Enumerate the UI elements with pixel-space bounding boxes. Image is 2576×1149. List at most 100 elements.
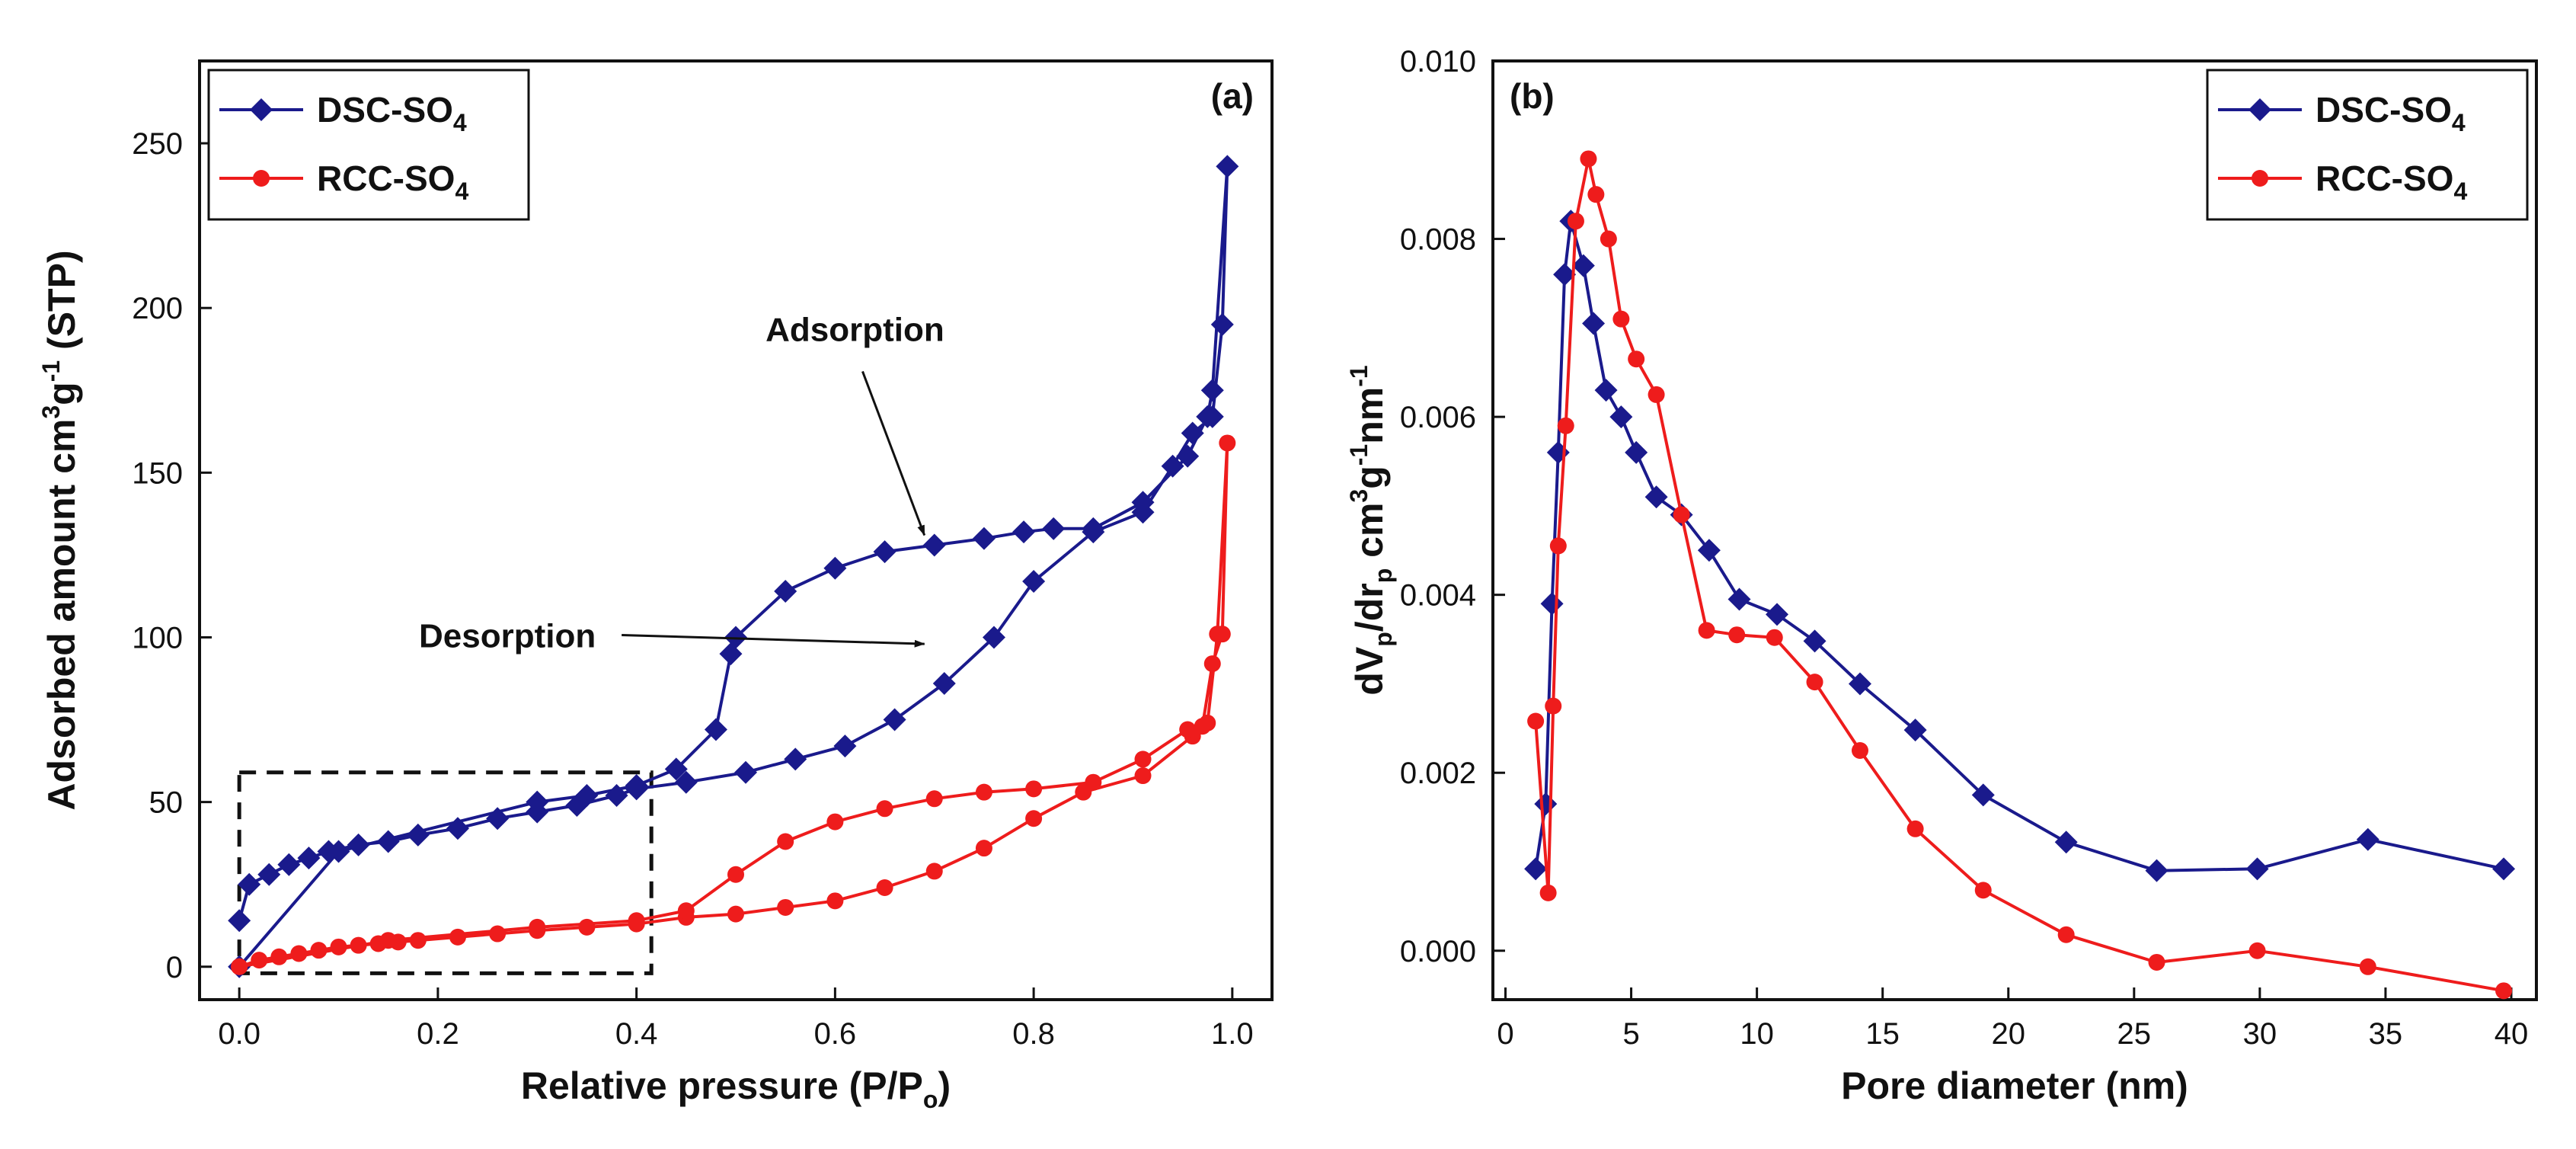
data-point [1803,629,1827,653]
panel-label-b: (b) [1510,76,1555,116]
data-point [2495,982,2513,1000]
data-point [1806,674,1823,691]
series-b-0 [1524,210,2516,882]
data-point [823,556,847,580]
data-point [297,847,321,870]
data-point [1698,622,1715,639]
data-point [1557,417,1574,434]
data-point [1546,440,1570,464]
data-point [1766,603,1789,626]
x-tick-label: 25 [2117,1017,2152,1051]
data-point [677,902,695,920]
data-point [628,912,645,930]
data-point [526,790,549,814]
x-tick-label: 0.6 [814,1017,857,1051]
data-point [2356,827,2379,851]
data-point [277,853,301,876]
data-point [883,708,906,731]
y-tick-label: 0.004 [1400,579,1476,613]
data-point [727,866,744,883]
data-point [1727,587,1751,611]
data-point [238,872,261,896]
data-point [1085,773,1102,791]
data-point [1022,570,1046,594]
data-point [1848,672,1871,696]
data-point [1571,254,1595,277]
data-point [1534,792,1558,816]
data-point [674,770,698,794]
data-point [449,928,466,946]
data-point [1219,434,1236,452]
legend-a: DSC-SO4 RCC-SO4 [207,69,530,221]
data-point [231,958,248,975]
data-point [290,945,308,962]
series-b-1 [1527,150,2513,1000]
legend-entry-label: RCC-SO4 [2316,158,2467,205]
data-point [975,783,992,801]
data-point [727,905,744,923]
data-point [873,540,896,564]
data-point [833,735,857,758]
data-point [1903,719,1927,742]
legend-swatch-marker [2252,170,2268,187]
data-point [1179,721,1197,738]
data-point [876,879,893,897]
legend-entry-label: DSC-SO4 [317,90,467,136]
data-point [826,892,844,910]
data-point [1082,517,1105,540]
data-point [1609,405,1633,429]
data-point [1181,421,1204,445]
data-point [2248,942,2266,959]
data-point [625,774,648,798]
data-point [330,938,347,955]
data-point [1025,810,1043,827]
y-tick-label: 0.000 [1400,935,1476,968]
data-point [664,757,688,781]
data-point [1567,213,1584,230]
data-point [2057,926,2075,943]
data-point [257,863,281,886]
data-point [1582,312,1606,335]
data-point [1612,310,1630,328]
data-point [1216,155,1239,178]
x-tick-label: 0.0 [218,1017,260,1051]
data-point [486,807,510,831]
plot-frame-a [198,59,1274,1001]
data-point [1580,150,1597,168]
y-tick-label: 100 [132,621,183,655]
series-line-b-0 [1534,219,2504,872]
data-point [379,932,397,949]
data-point [2492,857,2516,881]
data-point [1025,780,1043,798]
x-tick-label: 10 [1740,1017,1774,1051]
data-point [1539,884,1557,901]
data-point [1625,440,1648,464]
y-tick-label: 0 [166,951,183,984]
series-a-0 [228,155,1239,978]
data-point [1131,491,1155,514]
data-point [777,833,794,850]
data-point [1042,517,1066,540]
data-point [1974,882,1992,899]
data-point [774,579,797,603]
data-point [1906,820,1924,837]
data-point [2245,857,2269,881]
y-axis-label-b: dVp/drp cm3g-1nm-1 [1345,365,1397,695]
annotation-arrow-0 [861,370,926,536]
y-tick-label: 0.002 [1400,757,1476,790]
series-line-b-1 [1534,157,2504,993]
data-point [228,909,251,933]
data-point [347,833,370,856]
data-point [932,672,956,696]
x-tick-label: 5 [1622,1017,1639,1051]
data-point [270,948,288,965]
annotation-0: Adsorption [765,311,944,348]
data-point [1648,386,1665,403]
data-point [1728,626,1746,644]
data-point [826,813,844,831]
data-point [529,918,546,936]
data-point [1134,767,1152,785]
x-tick-label: 1.0 [1211,1017,1254,1051]
y-tick-label: 0.008 [1400,223,1476,257]
